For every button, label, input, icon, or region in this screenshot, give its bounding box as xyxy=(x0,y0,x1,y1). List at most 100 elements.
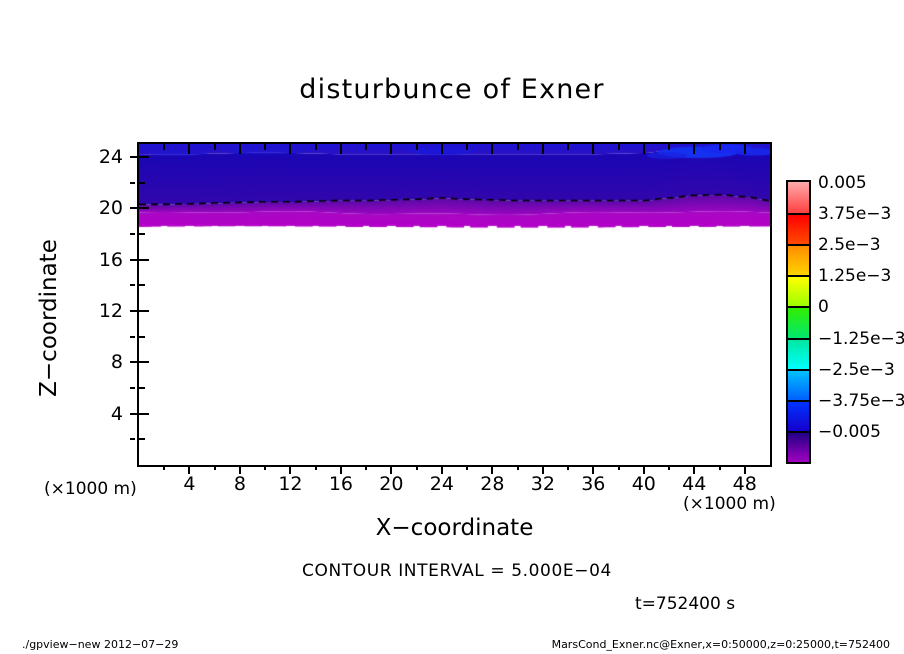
colorbar-tick-label: 0.005 xyxy=(818,173,867,193)
plot-area xyxy=(137,142,772,467)
x-tick-label: 48 xyxy=(732,473,757,495)
x-tick-top xyxy=(314,144,317,150)
x-axis-unit-left: (×1000 m) xyxy=(44,479,137,499)
colorbar-tick-label: −2.5e−3 xyxy=(818,359,895,380)
y-tick-inner xyxy=(139,232,145,235)
x-tick xyxy=(415,465,418,470)
x-tick-label: 20 xyxy=(379,473,404,495)
colorbar-band xyxy=(788,213,809,245)
y-tick xyxy=(130,335,135,338)
y-tick-inner xyxy=(139,258,149,261)
x-tick xyxy=(491,465,494,474)
y-tick xyxy=(130,155,139,158)
x-tick-label: 4 xyxy=(183,473,196,495)
y-tick-inner xyxy=(139,284,145,287)
x-tick xyxy=(440,465,443,474)
x-tick-top xyxy=(693,144,696,154)
x-tick xyxy=(339,465,342,474)
y-tick-inner xyxy=(139,335,145,338)
x-tick-label: 40 xyxy=(631,473,656,495)
y-tick xyxy=(130,309,139,312)
x-tick-top xyxy=(567,144,570,150)
y-tick xyxy=(130,181,135,184)
footer-command: ./gpview−new 2012−07−29 xyxy=(22,638,179,651)
x-tick xyxy=(238,465,241,474)
x-tick-top xyxy=(466,144,469,150)
y-tick-inner xyxy=(139,386,145,389)
y-tick-inner xyxy=(139,181,145,184)
x-axis-title: X−coordinate xyxy=(375,515,534,541)
x-tick-top xyxy=(339,144,342,154)
x-tick-top xyxy=(390,144,393,154)
y-tick-inner xyxy=(139,309,149,312)
colorbar-band xyxy=(788,275,809,307)
x-tick xyxy=(188,465,191,474)
y-tick-inner xyxy=(139,438,145,441)
colorbar-tick-label: 3.75e−3 xyxy=(818,204,892,225)
x-tick-top xyxy=(213,144,216,150)
x-tick-label: 12 xyxy=(278,473,303,495)
x-tick xyxy=(668,465,671,470)
contour-field-canvas xyxy=(139,144,770,465)
y-tick xyxy=(130,438,135,441)
x-tick xyxy=(289,465,292,474)
footer-source: MarsCond_Exner.nc@Exner,x=0:50000,z=0:25… xyxy=(551,638,890,651)
y-tick-inner xyxy=(139,155,149,158)
colorbar-tick-label: 2.5e−3 xyxy=(818,235,881,256)
x-tick-label: 24 xyxy=(429,473,454,495)
y-tick xyxy=(130,386,135,389)
y-tick-inner xyxy=(139,361,149,364)
y-tick-label: 4 xyxy=(110,402,123,425)
y-tick xyxy=(130,232,135,235)
colorbar-band xyxy=(788,430,809,462)
x-tick-top xyxy=(264,144,267,150)
x-tick-top xyxy=(516,144,519,150)
colorbar-band xyxy=(788,306,809,338)
y-tick-label: 24 xyxy=(98,145,123,168)
x-tick xyxy=(743,465,746,474)
x-tick-top xyxy=(617,144,620,150)
x-tick-top xyxy=(289,144,292,154)
x-tick-top xyxy=(491,144,494,154)
x-tick-top xyxy=(642,144,645,154)
x-tick xyxy=(693,465,696,474)
x-tick xyxy=(592,465,595,474)
x-tick-top xyxy=(743,144,746,154)
x-tick-top xyxy=(188,144,191,154)
x-tick xyxy=(718,465,721,470)
x-tick xyxy=(516,465,519,470)
x-tick-label: 28 xyxy=(480,473,505,495)
colorbar-tick-label: −3.75e−3 xyxy=(818,390,904,411)
x-tick-label: 44 xyxy=(682,473,707,495)
y-tick xyxy=(130,207,139,210)
x-tick-top xyxy=(238,144,241,154)
x-tick xyxy=(642,465,645,474)
y-tick xyxy=(130,258,139,261)
x-tick xyxy=(541,465,544,474)
x-tick xyxy=(617,465,620,470)
x-tick-top xyxy=(365,144,368,150)
x-axis-unit-right: (×1000 m) xyxy=(683,494,776,514)
x-tick xyxy=(390,465,393,474)
x-tick-top xyxy=(163,144,166,150)
colorbar-band xyxy=(788,399,809,431)
colorbar-tick-label: −1.25e−3 xyxy=(818,328,904,349)
colorbar-tick-label: 1.25e−3 xyxy=(818,266,892,287)
colorbar-band xyxy=(788,182,809,214)
y-tick-inner xyxy=(139,207,149,210)
x-tick-top xyxy=(440,144,443,154)
colorbar-band xyxy=(788,368,809,400)
contour-interval-label: CONTOUR INTERVAL = 5.000E−04 xyxy=(302,561,612,581)
colorbar-tick-label: −0.005 xyxy=(818,421,881,442)
time-label: t=752400 s xyxy=(635,594,736,614)
colorbar-tick-label: 0 xyxy=(818,297,829,318)
y-tick xyxy=(130,361,139,364)
x-tick xyxy=(466,465,469,470)
colorbar-band xyxy=(788,244,809,276)
y-tick xyxy=(130,284,135,287)
page-title: disturbunce of Exner xyxy=(299,74,605,105)
x-tick-top xyxy=(592,144,595,154)
x-tick-top xyxy=(415,144,418,150)
x-tick xyxy=(365,465,368,470)
